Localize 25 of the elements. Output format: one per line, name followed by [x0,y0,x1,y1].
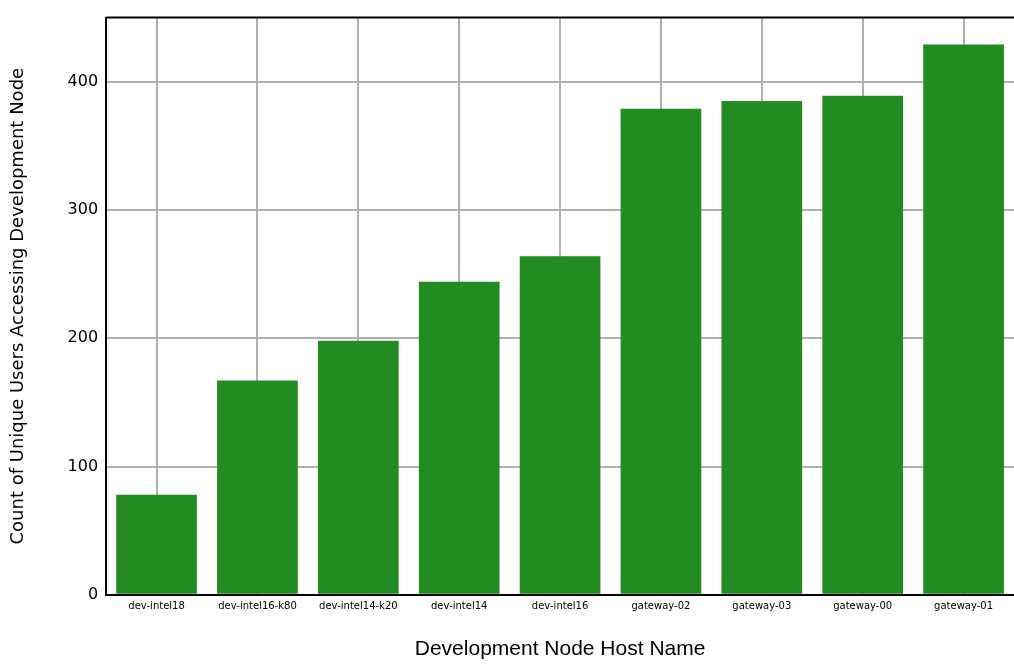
y-axis-title: Count of Unique Users Accessing Development Node [6,67,28,545]
y-tick-label: 0 [87,583,99,603]
y-tick-label: 300 [67,199,99,219]
bar [519,256,601,594]
x-tick-label: gateway-00 [833,600,893,612]
bar [418,281,500,594]
x-tick-label: dev-intel18 [128,600,185,612]
y-tick-label: 400 [67,70,99,90]
bar [923,44,1004,594]
bar [317,340,399,594]
x-tick-label: gateway-03 [732,600,792,612]
x-tick-label: gateway-01 [934,600,994,612]
x-tick-label: gateway-02 [631,600,691,612]
bar [822,95,904,594]
bar [217,380,298,594]
y-tick-label: 100 [67,455,99,475]
x-tick-label: dev-intel14-k20 [319,600,398,612]
bar [620,108,702,594]
bar [116,494,197,594]
bar [721,100,803,594]
x-axis-title: Development Node Host Name [414,636,706,660]
x-tick-label: dev-intel16 [531,600,589,612]
x-tick-label: dev-intel14 [430,600,488,612]
y-tick-label: 200 [67,327,99,347]
x-tick-label: dev-intel16-k80 [218,600,297,612]
